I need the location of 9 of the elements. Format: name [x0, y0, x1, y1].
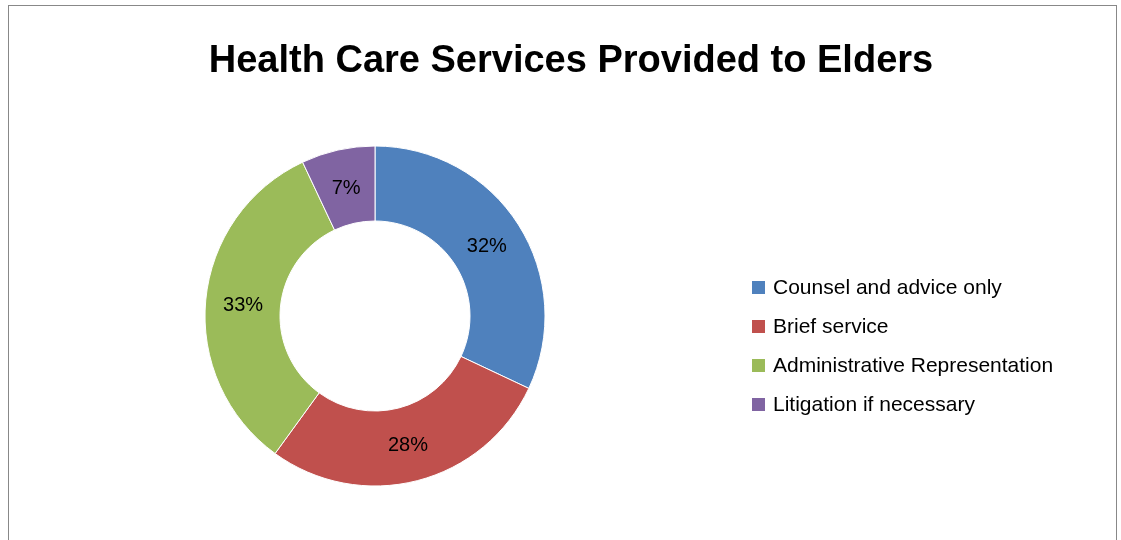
data-label: 28% [387, 433, 429, 456]
data-label: 33% [223, 292, 264, 315]
legend-label: Brief service [773, 314, 889, 338]
legend-label: Administrative Representation [773, 353, 1054, 377]
chart-title: Health Care Services Provided to Elders [208, 38, 934, 80]
legend-label: Counsel and advice only [773, 275, 1003, 299]
legend-label: Litigation if necessary [773, 392, 976, 416]
data-label: 32% [466, 234, 508, 256]
data-label: 7% [331, 175, 361, 198]
